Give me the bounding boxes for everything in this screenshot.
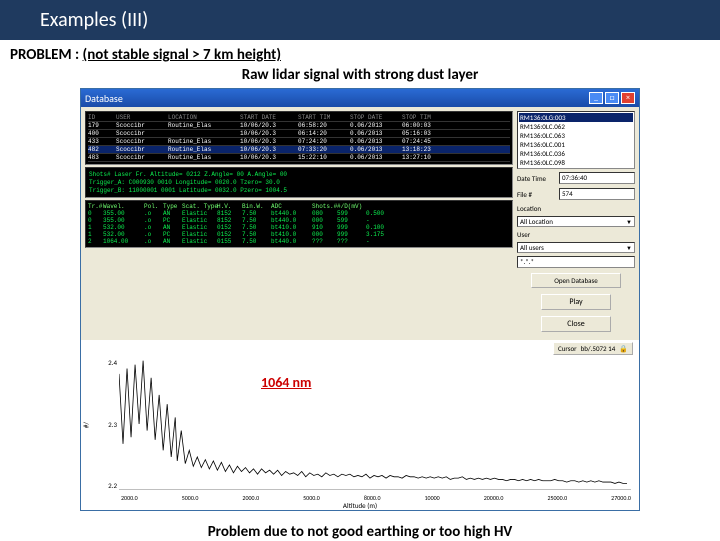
file-item[interactable]: RM136:0LC.036 <box>519 149 633 158</box>
x-axis-label: Altitude (m) <box>343 501 377 510</box>
location-value: All Location <box>520 217 553 226</box>
user-value: All users <box>520 243 544 252</box>
minimize-icon[interactable]: _ <box>589 92 603 104</box>
plot-area <box>119 358 631 490</box>
x-tick: 25000.0 <box>547 494 567 502</box>
info-bar: Shots# Laser Fr. Altitude= 0212 Z.Angle=… <box>85 167 513 198</box>
location-dropdown[interactable]: All Location ▼ <box>517 216 635 227</box>
y-tick: 2.2 <box>93 481 117 490</box>
play-button[interactable]: Play <box>541 294 611 310</box>
ch-col-header: #/D(mV) <box>337 203 365 210</box>
info-line: Shots# Laser Fr. Altitude= 0212 Z.Angle=… <box>89 171 509 179</box>
y-tick: 2.3 <box>93 420 117 429</box>
x-tick: 2000.0 <box>121 494 138 502</box>
cursor-lock-icon[interactable]: 🔒 <box>619 344 628 353</box>
col-header: START TIM <box>298 114 348 121</box>
ch-col-header: Scat. Type <box>182 203 216 210</box>
cursor-readout[interactable]: Cursor bb/.5072 14 🔒 <box>553 342 633 355</box>
table-row[interactable]: 482ScoccibrRoutine_Elas10/06/20.307:33:2… <box>88 146 510 154</box>
col-header: STOP TIM <box>402 114 452 121</box>
problem-line: PROBLEM : (not stable signal > 7 km heig… <box>0 40 720 66</box>
channel-row: 1532.00.oANElastic01527.50bt410.09109990… <box>88 224 510 231</box>
footer-text: Problem due to not good earthing or too … <box>0 511 720 541</box>
info-line: Trigger_B: 11000001 0001 Latitude= 0032.… <box>89 187 509 195</box>
file-item[interactable]: RM136:0LL.131 <box>519 167 633 169</box>
ch-col-header: ADC <box>271 203 311 210</box>
open-db-button[interactable]: Open Database <box>531 273 621 288</box>
y-tick: 2.4 <box>93 358 117 367</box>
ch-col-header: Wavel. <box>103 203 143 210</box>
filenum-label: File # <box>517 190 557 199</box>
table-row[interactable]: 400Scoccibr10/06/20.306:14:200.06/201305… <box>88 130 510 138</box>
x-tick: 2000.0 <box>242 494 259 502</box>
channel-row: 21064.00.oANElastic01557.50bt440.0??????… <box>88 238 510 245</box>
id-filter[interactable]: *.*.* <box>517 256 635 268</box>
chevron-down-icon: ▼ <box>626 218 632 226</box>
subtitle: Raw lidar signal with strong dust layer <box>0 66 720 88</box>
file-item[interactable]: RM136:0LG:003 <box>519 113 633 122</box>
ch-col-header: Tr.# <box>88 203 102 210</box>
x-tick: 5000.0 <box>303 494 320 502</box>
chevron-down-icon: ▼ <box>626 244 632 252</box>
right-panel: RM136:0LG:003RM136:0LC.062RM136:0LC.063R… <box>517 111 635 334</box>
col-header: START DATE <box>240 114 296 121</box>
table-row[interactable]: 483ScoccibrRoutine_Elas10/06/20.315:22:1… <box>88 154 510 162</box>
col-header: STOP DATE <box>350 114 400 121</box>
x-tick: 10000 <box>425 494 440 502</box>
x-tick: 20000.0 <box>484 494 504 502</box>
x-tick: 27000.0 <box>611 494 631 502</box>
channel-grid: Tr.#Wavel.Pol.TypeScat. TypeH.V.Bin.W.AD… <box>85 200 513 248</box>
ch-col-header: Pol. <box>144 203 162 210</box>
close-button[interactable]: Close <box>541 316 611 332</box>
user-label: User <box>517 230 557 239</box>
col-header: USER <box>116 114 166 121</box>
ch-col-header: Bin.W. <box>242 203 270 210</box>
problem-text: (not stable signal > 7 km height) <box>83 46 281 64</box>
slide-header: Examples (III) <box>0 0 720 40</box>
window-title: Database <box>85 92 123 105</box>
left-column: IDUSERLOCATIONSTART DATESTART TIMSTOP DA… <box>85 111 513 334</box>
maximize-icon[interactable]: □ <box>605 92 619 104</box>
y-axis-label: #/ <box>82 422 91 428</box>
info-line: Trigger_A: C000930 0010 Longitude= 0020.… <box>89 179 509 187</box>
records-grid[interactable]: IDUSERLOCATIONSTART DATESTART TIMSTOP DA… <box>85 111 513 165</box>
ch-col-header: H.V. <box>217 203 241 210</box>
col-header: ID <box>88 114 114 121</box>
database-window: Database _ □ × IDUSERLOCATIONSTART DATES… <box>80 88 640 511</box>
location-label: Location <box>517 204 557 213</box>
y-axis: 2.4 2.3 2.2 <box>93 358 117 490</box>
channel-row: 0355.00.oANElastic81527.50bt440.00805990… <box>88 210 510 217</box>
table-row[interactable]: 179ScoccibrRoutine_Elas10/06/20.306:58:2… <box>88 122 510 130</box>
file-item[interactable]: RM136:0LC.062 <box>519 122 633 131</box>
table-row[interactable]: 433ScoccibrRoutine_Elas10/06/20.307:24:2… <box>88 138 510 146</box>
ch-col-header: Shots.# <box>312 203 336 210</box>
channel-row: 1532.00.oPCElastic01527.50bt410.00009993… <box>88 231 510 238</box>
file-item[interactable]: RM136:0LC.063 <box>519 131 633 140</box>
file-item[interactable]: RM136:0LC.001 <box>519 140 633 149</box>
main-panel: IDUSERLOCATIONSTART DATESTART TIMSTOP DA… <box>81 107 639 338</box>
datetime-label: Date Time <box>517 174 557 183</box>
datetime-value: 07:36:40 <box>559 172 635 184</box>
user-dropdown[interactable]: All users ▼ <box>517 242 635 253</box>
problem-prefix: PROBLEM : <box>10 46 83 64</box>
close-icon[interactable]: × <box>621 92 635 104</box>
file-item[interactable]: RM136:0LC.098 <box>519 158 633 167</box>
file-list[interactable]: RM136:0LG:003RM136:0LC.062RM136:0LC.063R… <box>517 111 635 169</box>
titlebar[interactable]: Database _ □ × <box>81 89 639 107</box>
slide-title: Examples (III) <box>40 8 148 32</box>
cursor-value: bb/.5072 14 <box>581 344 616 353</box>
x-tick: 5000.0 <box>182 494 199 502</box>
signal-chart: Cursor bb/.5072 14 🔒 1064 nm #/ 2.42.32.… <box>81 340 639 510</box>
ch-col-header: Type <box>163 203 181 210</box>
window-controls: _ □ × <box>589 92 635 104</box>
channel-row: 0355.00.oPCElastic81527.50bt440.0000599- <box>88 217 510 224</box>
col-header: LOCATION <box>168 114 238 121</box>
filenum-value: 574 <box>559 188 635 200</box>
cursor-label: Cursor <box>558 344 577 353</box>
